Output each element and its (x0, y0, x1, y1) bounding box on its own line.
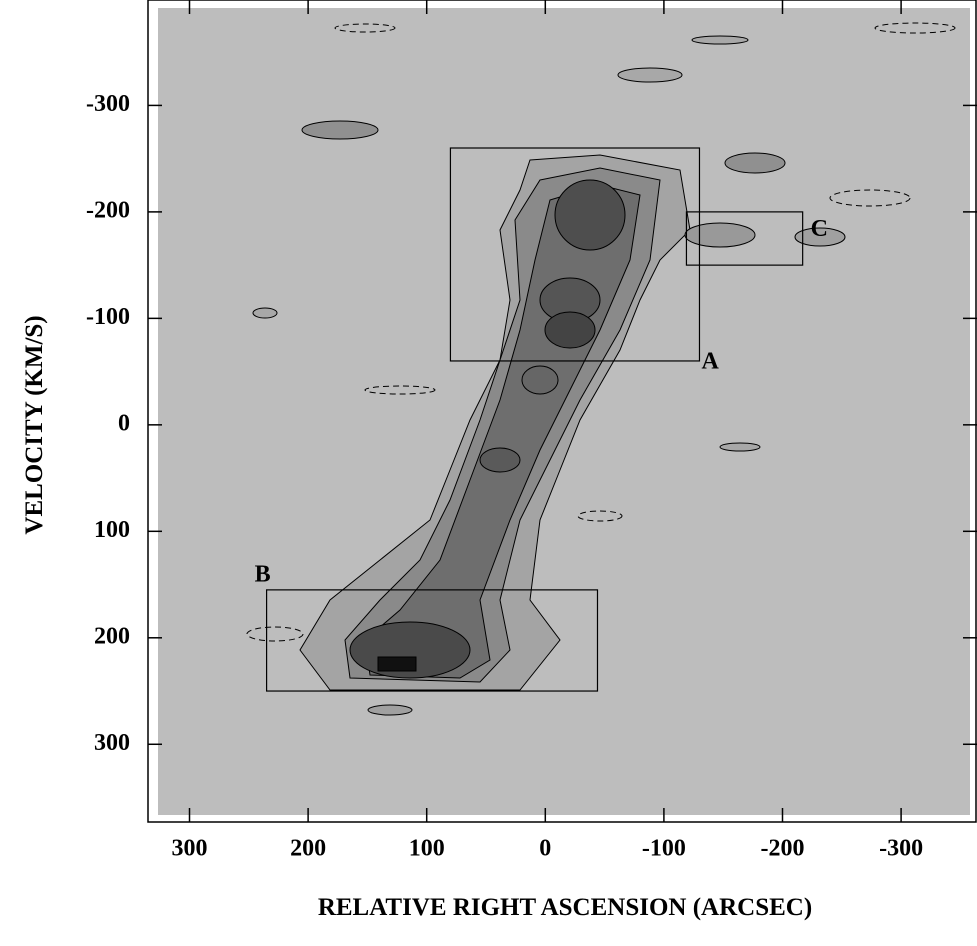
region-box (685, 211, 804, 266)
y-tick-label: -100 (86, 304, 130, 330)
y-axis-title: VELOCITY (KM/S) (21, 315, 48, 534)
x-tick-label: 100 (409, 836, 445, 862)
region-box (449, 147, 701, 362)
x-axis-title: RELATIVE RIGHT ASCENSION (ARCSEC) (318, 894, 812, 921)
x-tick-label: 300 (172, 836, 208, 862)
y-tick-label: -200 (86, 197, 130, 223)
y-tick-label: -300 (86, 91, 130, 117)
x-tick-label: -100 (642, 836, 686, 862)
y-tick-label: 300 (94, 730, 130, 756)
region-box (265, 589, 599, 692)
x-tick-label: -300 (879, 836, 923, 862)
y-tick-label: 100 (94, 517, 130, 543)
negative-contours (246, 22, 956, 642)
region-label: A (701, 348, 719, 374)
y-tick-label: 200 (94, 623, 130, 649)
plot-frame (147, 0, 977, 823)
region-label: C (811, 216, 828, 242)
y-tick-label: 0 (118, 410, 130, 436)
x-tick-label: 0 (539, 836, 551, 862)
region-label: B (255, 561, 271, 587)
x-tick-label: -200 (760, 836, 804, 862)
x-tick-label: 200 (290, 836, 326, 862)
intensity-map (252, 35, 846, 716)
